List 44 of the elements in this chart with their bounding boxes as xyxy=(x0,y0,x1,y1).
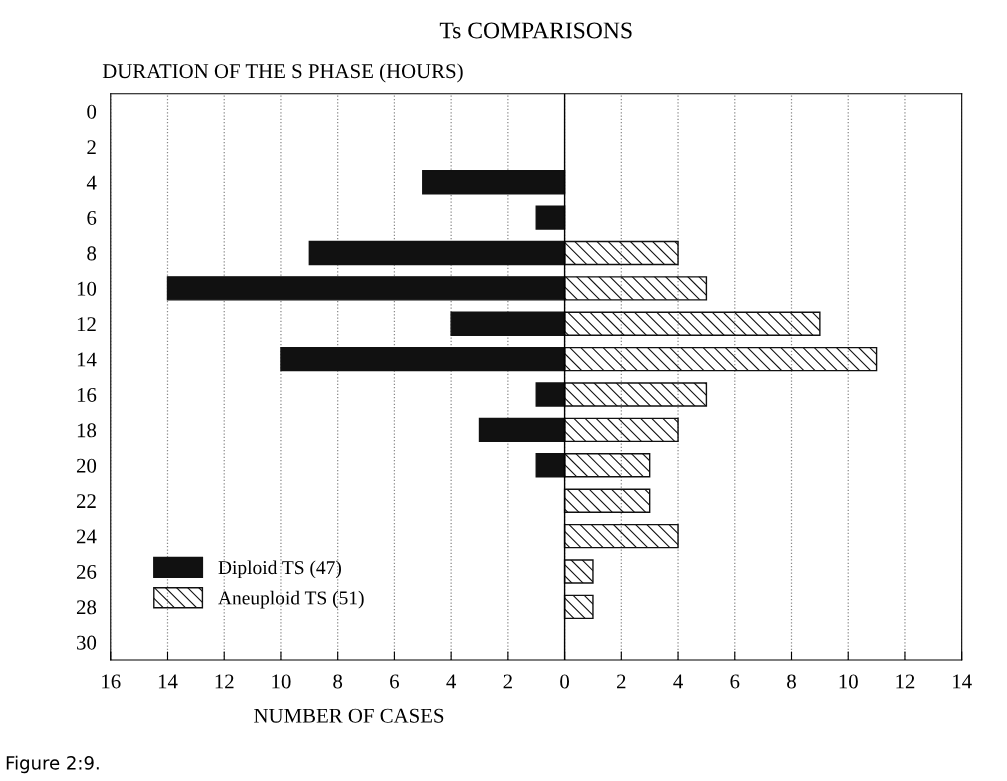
x-tick-label: 14 xyxy=(158,674,178,689)
x-tick-label: 12 xyxy=(215,674,234,689)
y-tick-label: 0 xyxy=(87,104,97,119)
x-tick-label: 4 xyxy=(673,674,683,689)
x-tick-label: 8 xyxy=(787,674,796,689)
y-tick-label: 8 xyxy=(87,246,97,261)
bar xyxy=(535,205,566,230)
y-tick-label: 24 xyxy=(76,529,97,544)
y-tick-label: 30 xyxy=(77,635,97,650)
bar xyxy=(563,523,679,549)
x-tick-label: 12 xyxy=(896,674,915,689)
x-tick-label: 0 xyxy=(560,674,570,689)
bar xyxy=(563,488,651,513)
bar xyxy=(422,169,566,195)
y-tick-label: 18 xyxy=(77,423,97,438)
x-tick-label: 14 xyxy=(953,674,972,689)
bar xyxy=(563,594,594,620)
x-tick-label: 2 xyxy=(617,674,626,689)
x-tick-label: 2 xyxy=(503,674,512,689)
y-tick-label: 2 xyxy=(87,140,96,155)
y-axis-title: DURATION OF THE S PHASE (HOURS) xyxy=(102,63,463,83)
y-tick-label: 12 xyxy=(77,317,96,331)
bar xyxy=(563,559,594,584)
x-tick-label: 10 xyxy=(839,674,858,689)
y-tick-label: 26 xyxy=(76,564,97,579)
y-tick-label: 28 xyxy=(76,600,97,615)
chart-title: Ts COMPARISONS xyxy=(439,22,632,39)
y-tick-label: 4 xyxy=(86,175,97,190)
x-tick-label: 6 xyxy=(730,674,740,689)
x-tick-label: 6 xyxy=(390,674,399,689)
y-tick-label: 6 xyxy=(87,211,97,226)
x-tick-label: 10 xyxy=(272,674,291,689)
x-tick-label: 4 xyxy=(446,674,457,689)
y-tick-label: 16 xyxy=(77,387,97,402)
x-axis-title: NUMBER OF CASES xyxy=(254,708,444,723)
x-tick-label: 16 xyxy=(102,674,121,689)
y-tick-label: 22 xyxy=(76,494,96,508)
y-tick-label: 20 xyxy=(76,458,97,473)
legend-label: Aneuploid TS (51) xyxy=(218,590,364,609)
y-tick-label: 14 xyxy=(77,352,97,367)
x-tick-label: 8 xyxy=(333,674,343,689)
legend-label: Diploid TS (47) xyxy=(218,560,341,579)
caption: Figure 2:9. xyxy=(6,755,99,774)
y-tick-label: 10 xyxy=(77,281,97,296)
